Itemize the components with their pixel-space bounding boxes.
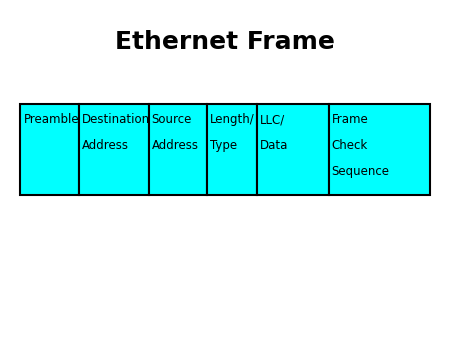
Bar xyxy=(20,104,79,195)
Text: Source: Source xyxy=(152,113,192,126)
Text: Type: Type xyxy=(210,139,237,152)
Text: Destination: Destination xyxy=(82,113,150,126)
Bar xyxy=(328,104,430,195)
Text: LLC/: LLC/ xyxy=(260,113,285,126)
Bar xyxy=(79,104,148,195)
Text: Data: Data xyxy=(260,139,288,152)
Text: Preamble: Preamble xyxy=(23,113,79,126)
Text: Length/: Length/ xyxy=(210,113,255,126)
Text: Ethernet Frame: Ethernet Frame xyxy=(115,30,335,54)
Bar xyxy=(256,104,328,195)
Bar xyxy=(207,104,256,195)
Text: Frame: Frame xyxy=(332,113,369,126)
Text: Address: Address xyxy=(82,139,129,152)
Text: Check: Check xyxy=(332,139,368,152)
Text: Sequence: Sequence xyxy=(332,165,390,178)
Bar xyxy=(148,104,207,195)
Text: Address: Address xyxy=(152,139,198,152)
